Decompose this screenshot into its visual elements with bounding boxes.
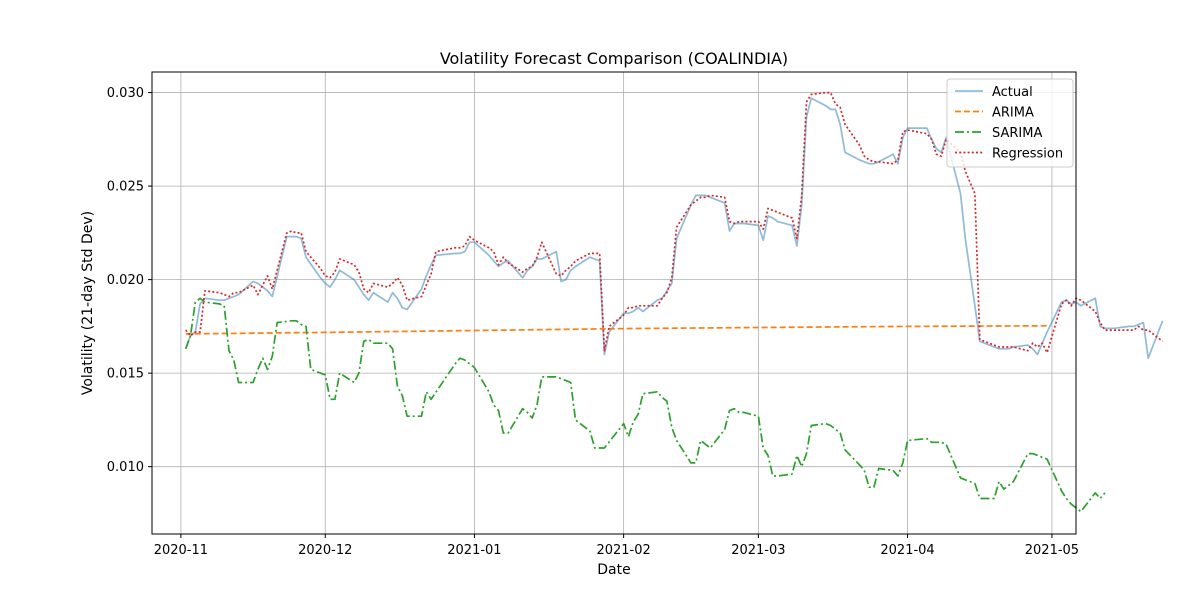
x-tick-label: 2021-02 [596, 543, 650, 558]
series-line-actual [184, 97, 1164, 360]
x-tick-label: 2021-05 [1025, 543, 1079, 558]
legend-label: SARIMA [992, 126, 1042, 141]
series-line-arima [185, 324, 1048, 335]
chart-title: Volatility Forecast Comparison (COALINDI… [440, 49, 788, 68]
x-tick-label: 2021-03 [731, 543, 785, 558]
legend: Actual ARIMA SARIMA Regression [946, 78, 1074, 168]
x-tick-label: 2020-11 [154, 543, 208, 558]
y-tick-label: 0.015 [107, 367, 144, 382]
y-tick-label: 0.020 [107, 273, 144, 288]
legend-label: ARIMA [992, 106, 1034, 121]
series-line-regression [185, 91, 1164, 354]
grid-layer [152, 72, 1076, 534]
series-line-sarima [184, 297, 1106, 513]
plot-frame [151, 71, 1077, 535]
x-tick-label: 2021-01 [447, 543, 501, 558]
tick-layer: 2020-11 2020-12 2021-01 2021-02 2021-03 2021-… [107, 86, 1079, 558]
y-tick-label: 0.030 [107, 86, 144, 101]
x-tick-label: 2020-12 [298, 543, 352, 558]
legend-label: Regression [992, 147, 1063, 162]
y-axis-label: Volatility (21-day Std Dev) [80, 211, 96, 395]
legend-label: Actual [992, 85, 1033, 100]
series-layer [184, 91, 1164, 513]
y-tick-label: 0.010 [107, 460, 144, 475]
y-tick-label: 0.025 [107, 180, 144, 195]
x-axis-label: Date [597, 562, 630, 578]
legend-box [946, 78, 1074, 168]
x-tick-label: 2021-04 [880, 543, 934, 558]
